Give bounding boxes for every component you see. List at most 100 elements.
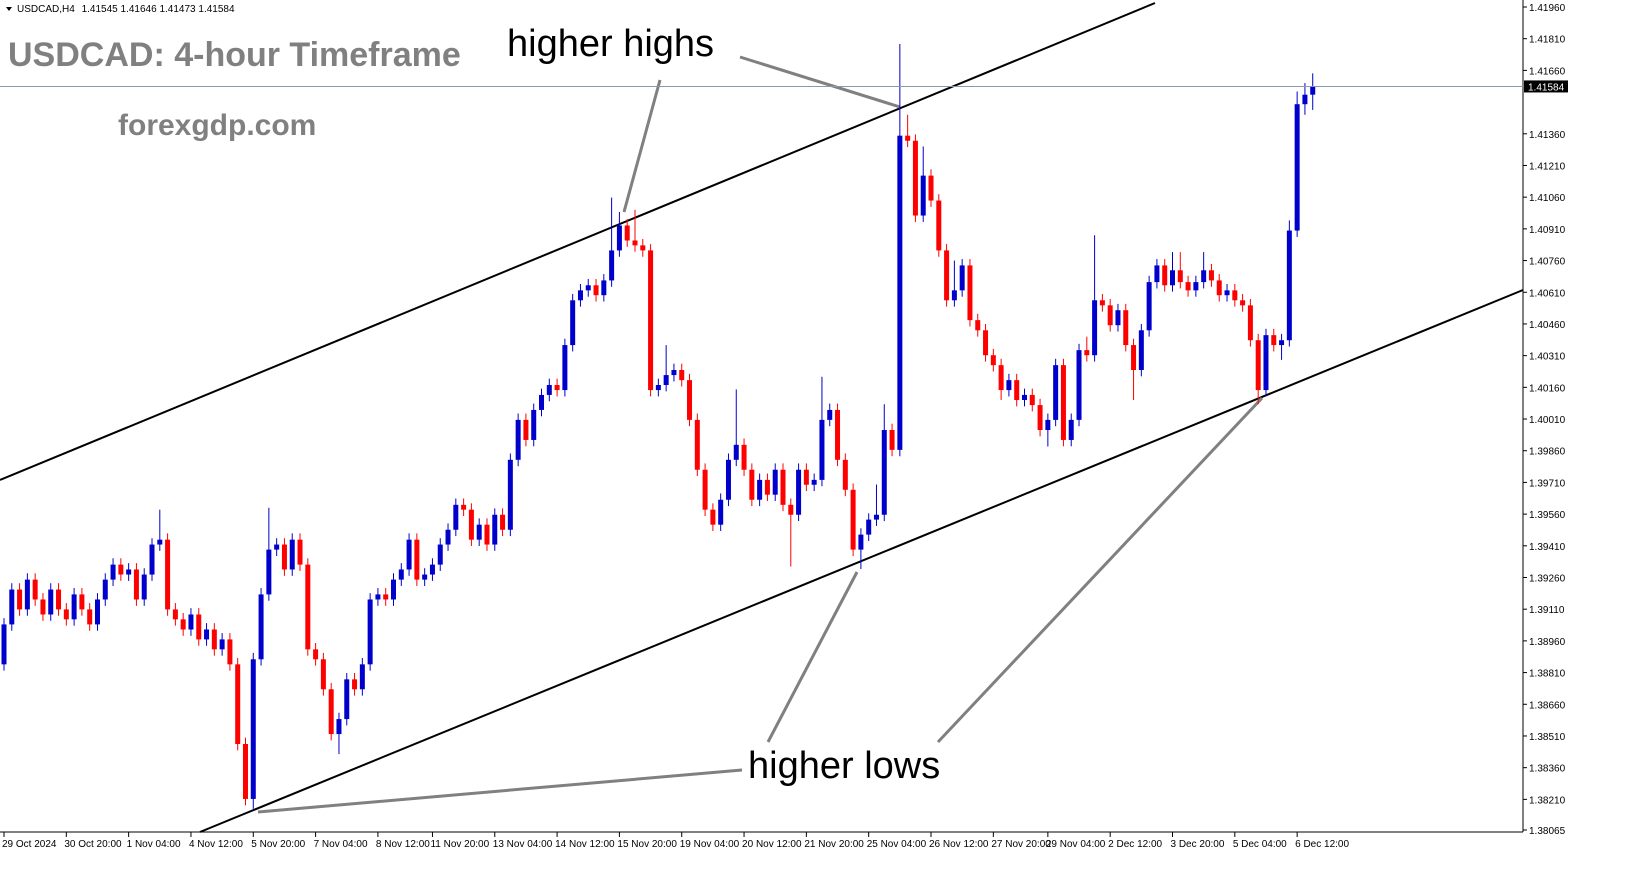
candle-body <box>725 459 731 500</box>
y-tick-label: 1.39860 <box>1529 447 1566 458</box>
candle-body <box>406 539 412 570</box>
arrow <box>622 79 662 213</box>
y-tick-label: 1.38360 <box>1529 764 1566 775</box>
candle-body <box>1185 282 1191 291</box>
candle-body <box>803 469 809 485</box>
candle-body <box>1076 350 1082 420</box>
y-tick-label: 1.41660 <box>1529 66 1566 77</box>
candle-body <box>281 544 287 570</box>
candle-body <box>881 430 887 515</box>
candle-body <box>1107 305 1113 326</box>
candle-body <box>507 459 513 530</box>
candle-body <box>983 330 989 356</box>
candle-body <box>959 265 965 291</box>
watermark: forexgdp.com <box>118 109 316 142</box>
candle-body <box>1123 310 1129 346</box>
y-tick-label: 1.40160 <box>1529 383 1566 394</box>
candle-body <box>523 419 529 440</box>
candle-body <box>905 135 911 141</box>
candle-body <box>336 719 342 735</box>
candle-body <box>601 280 607 296</box>
candle-body <box>165 539 171 610</box>
candle-body <box>687 380 693 420</box>
candle-body <box>118 564 124 575</box>
candle-body <box>850 489 856 550</box>
x-tick-label: 6 Dec 12:00 <box>1295 839 1349 850</box>
y-tick-label: 1.39410 <box>1529 542 1566 553</box>
candle-body <box>640 245 646 251</box>
candle-body <box>967 265 973 321</box>
candle-body <box>204 629 210 640</box>
y-tick-label: 1.38660 <box>1529 700 1566 711</box>
candle-body <box>133 569 139 600</box>
arrow <box>936 396 1264 744</box>
y-tick-label: 1.38510 <box>1529 732 1566 743</box>
ohlc-high: 1.41646 <box>121 4 158 15</box>
x-tick-label: 25 Nov 04:00 <box>867 839 927 850</box>
candle-body <box>56 589 62 610</box>
candle-body <box>1310 86 1316 95</box>
y-tick-label: 1.38960 <box>1529 637 1566 648</box>
candle-body <box>250 659 256 799</box>
candle-body <box>1014 380 1020 401</box>
candle-body <box>1045 419 1051 431</box>
candle-body <box>1037 405 1043 431</box>
candle-body <box>609 250 615 281</box>
header: USDCAD,H4 1.41545 1.41646 1.41473 1.4158… <box>17 4 235 15</box>
candle-body <box>313 649 319 660</box>
ohlc-open: 1.41545 <box>82 4 119 15</box>
candle-body <box>562 345 568 391</box>
candle-body <box>110 564 116 580</box>
y-tick-label: 1.40610 <box>1529 288 1566 299</box>
candle-body <box>1216 280 1222 296</box>
candle-body <box>1294 104 1300 231</box>
candle-body <box>827 409 833 420</box>
x-tick-label: 5 Dec 04:00 <box>1233 839 1287 850</box>
candle-body <box>663 375 669 386</box>
x-tick-label: 14 Nov 12:00 <box>555 839 615 850</box>
candle-body <box>71 594 77 620</box>
y-tick-label: 1.40910 <box>1529 225 1566 236</box>
candles <box>1 43 1316 809</box>
candle-body <box>1193 282 1199 291</box>
y-tick-label: 1.41060 <box>1529 193 1566 204</box>
candle-body <box>546 385 552 395</box>
candle-body <box>788 504 794 515</box>
candle-body <box>1006 380 1012 391</box>
lower-channel <box>199 289 1524 833</box>
candle-body <box>741 444 747 470</box>
candle-body <box>48 589 54 615</box>
menu-icon <box>6 7 12 11</box>
candle-body <box>149 544 155 575</box>
candle-body <box>554 385 560 391</box>
candle-body <box>1092 300 1098 356</box>
candle-body <box>17 589 23 610</box>
candle-body <box>655 385 661 391</box>
y-tick-label: 1.40010 <box>1529 415 1566 426</box>
candle-body <box>531 409 537 440</box>
candle-body <box>842 459 848 490</box>
candle-body <box>1115 310 1121 326</box>
candle-body <box>998 365 1004 391</box>
candle-body <box>391 579 396 600</box>
candle-body <box>219 639 225 650</box>
candle-body <box>422 574 428 580</box>
candle-body <box>866 519 872 535</box>
candle-body <box>242 744 248 799</box>
x-tick-label: 8 Nov 12:00 <box>376 839 430 850</box>
candle-body <box>1271 335 1277 346</box>
candle-body <box>40 599 46 615</box>
candle-body <box>484 524 490 545</box>
candle-body <box>1162 265 1168 286</box>
candle-body <box>1060 365 1066 440</box>
candle-body <box>87 609 93 625</box>
x-tick-label: 13 Nov 04:00 <box>493 839 553 850</box>
candle-body <box>172 609 178 620</box>
candle-body <box>1146 282 1152 331</box>
candle-body <box>1263 335 1269 391</box>
x-tick-label: 5 Nov 20:00 <box>251 839 305 850</box>
candle-body <box>297 539 303 565</box>
symbol: USDCAD,H4 <box>17 4 75 15</box>
candle-body <box>305 564 311 650</box>
